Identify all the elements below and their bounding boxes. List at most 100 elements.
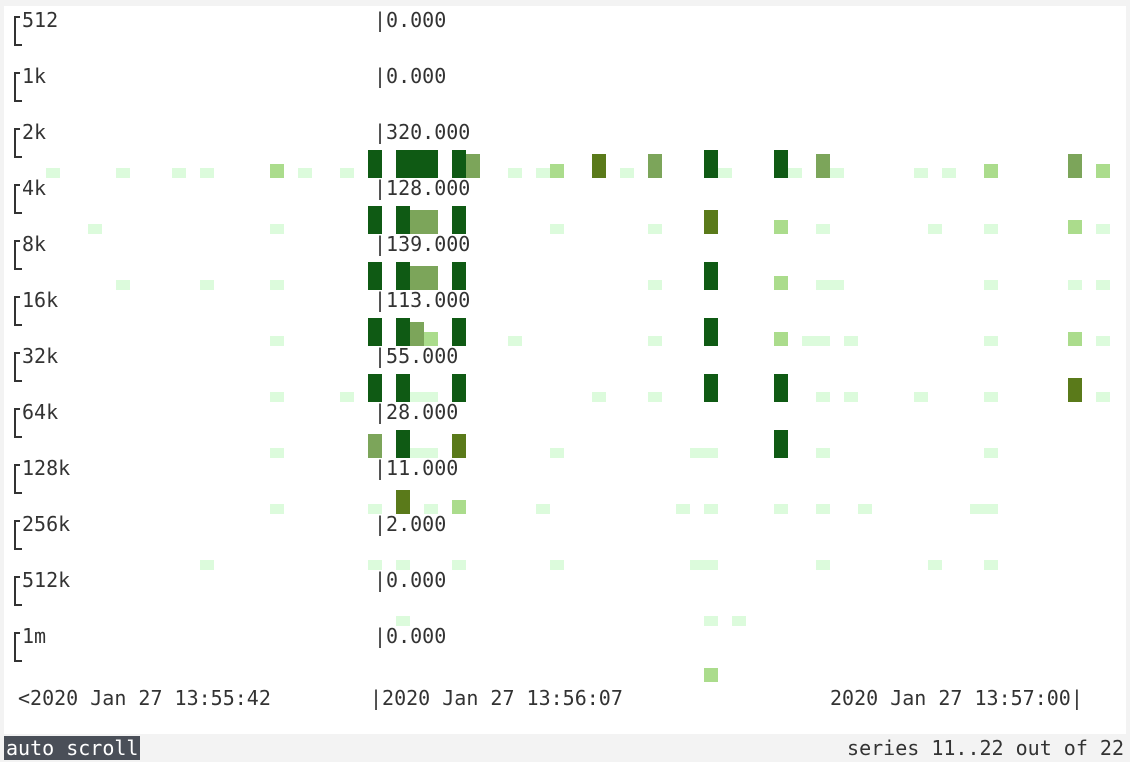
heatmap-cell — [648, 336, 662, 346]
heatmap-cell — [396, 616, 410, 626]
heatmap-cell — [550, 164, 564, 178]
heatmap-cell — [396, 374, 410, 402]
bucket-value: |55.000 — [374, 344, 459, 368]
heatmap-cell — [1068, 220, 1082, 234]
heatmap-cell — [368, 318, 382, 346]
heatmap-cell — [858, 504, 872, 514]
heatmap-cell — [648, 154, 662, 178]
heatmap-cell — [396, 318, 410, 346]
heatmap-cell — [774, 374, 788, 402]
bucket-label: 128k — [22, 456, 71, 480]
bucket-label: 256k — [22, 512, 71, 536]
heatmap-cell — [270, 164, 284, 178]
heatmap-cell — [424, 392, 438, 402]
heatmap-cell — [270, 448, 284, 458]
bucket-bracket — [14, 352, 22, 382]
heatmap-cell — [816, 280, 830, 290]
heatmap-cell — [704, 504, 718, 514]
heatmap-cell — [690, 560, 704, 570]
heatmap-cell — [88, 224, 102, 234]
heatmap-cell — [704, 374, 718, 402]
heatmap-cell — [340, 168, 354, 178]
heatmap-cell — [816, 448, 830, 458]
heatmap-cell — [774, 504, 788, 514]
heatmap-cell — [396, 560, 410, 570]
bucket-bracket — [14, 464, 22, 494]
heatmap-cell — [704, 560, 718, 570]
bucket-bracket — [14, 240, 22, 270]
heatmap-cell — [452, 374, 466, 402]
heatmap-cell — [270, 392, 284, 402]
heatmap-cell — [452, 318, 466, 346]
bucket-bracket — [14, 632, 22, 662]
heatmap-cell — [914, 168, 928, 178]
heatmap-cell — [452, 262, 466, 290]
heatmap-cell — [396, 150, 410, 178]
bucket-label: 4k — [22, 176, 47, 200]
heatmap-cell — [452, 206, 466, 234]
time-axis-cursor: |2020 Jan 27 13:56:07 — [370, 686, 623, 710]
heatmap-cell — [1068, 154, 1082, 178]
heatmap-cell — [298, 168, 312, 178]
heatmap-cell — [774, 220, 788, 234]
heatmap-cell — [1068, 332, 1082, 346]
heatmap-cell — [704, 448, 718, 458]
heatmap-cell — [452, 150, 466, 178]
heatmap-cell — [1096, 280, 1110, 290]
heatmap-cell — [508, 336, 522, 346]
heatmap-cell — [648, 280, 662, 290]
heatmap-cell — [368, 150, 382, 178]
bucket-label: 32k — [22, 344, 59, 368]
heatmap-cell — [550, 448, 564, 458]
auto-scroll-toggle[interactable]: auto scroll — [4, 736, 141, 760]
bucket-label: 1k — [22, 64, 47, 88]
heatmap-cell — [704, 262, 718, 290]
heatmap-cell — [984, 224, 998, 234]
heatmap-cell — [620, 168, 634, 178]
heatmap-cell — [774, 150, 788, 178]
heatmap-cell — [718, 168, 732, 178]
heatmap-cell — [46, 168, 60, 178]
bucket-value: |0.000 — [374, 64, 447, 88]
heatmap-cell — [914, 392, 928, 402]
bucket-value: |2.000 — [374, 512, 447, 536]
heatmap-cell — [788, 168, 802, 178]
heatmap-cell — [270, 280, 284, 290]
heatmap-cell — [424, 504, 438, 514]
heatmap-cell — [466, 154, 480, 178]
bucket-value: |11.000 — [374, 456, 459, 480]
bucket-value: |0.000 — [374, 624, 447, 648]
heatmap-cell — [816, 224, 830, 234]
heatmap-cell — [410, 322, 424, 346]
heatmap-cell — [648, 224, 662, 234]
bucket-value: |0.000 — [374, 568, 447, 592]
heatmap-cell — [200, 560, 214, 570]
bucket-bracket — [14, 520, 22, 550]
bucket-value: |139.000 — [374, 232, 471, 256]
bucket-label: 2k — [22, 120, 47, 144]
bucket-bracket — [14, 72, 22, 102]
heatmap-cell — [536, 504, 550, 514]
heatmap-cell — [984, 280, 998, 290]
bucket-bracket — [14, 408, 22, 438]
heatmap-cell — [396, 490, 410, 514]
heatmap-cell — [368, 560, 382, 570]
heatmap-cell — [816, 504, 830, 514]
heatmap-cell — [424, 332, 438, 346]
heatmap-cell — [410, 266, 424, 290]
heatmap-cell — [172, 168, 186, 178]
heatmap-cell — [368, 504, 382, 514]
heatmap-cell — [424, 266, 438, 290]
heatmap-cell — [648, 392, 662, 402]
bucket-bracket — [14, 128, 22, 158]
heatmap-cell — [424, 448, 438, 458]
heatmap-cell — [984, 336, 998, 346]
heatmap-cell — [816, 154, 830, 178]
heatmap-cell — [844, 336, 858, 346]
heatmap-cell — [410, 392, 424, 402]
heatmap-cell — [704, 150, 718, 178]
heatmap-cell — [816, 560, 830, 570]
heatmap-cell — [774, 276, 788, 290]
heatmap-cell — [550, 560, 564, 570]
heatmap-cell — [970, 504, 984, 514]
